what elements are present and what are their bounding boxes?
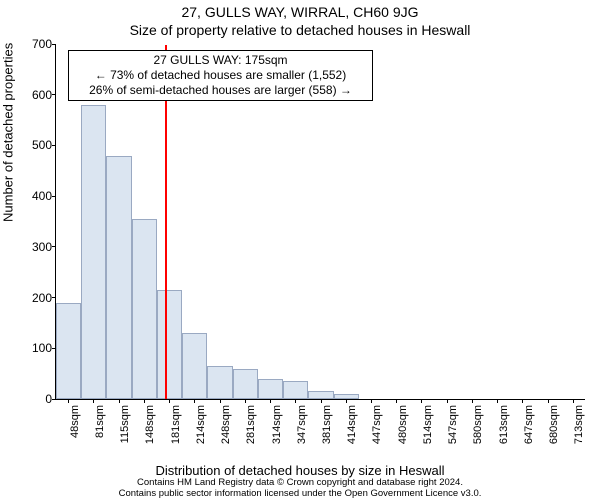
x-tick-mark bbox=[346, 399, 347, 403]
x-tick-label: 148sqm bbox=[144, 405, 156, 453]
x-tick-label: 580sqm bbox=[472, 405, 484, 453]
x-tick-mark bbox=[169, 399, 170, 403]
x-tick-label: 281sqm bbox=[245, 405, 257, 453]
y-tick-label: 200 bbox=[17, 291, 52, 305]
x-tick-mark bbox=[497, 399, 498, 403]
x-tick-mark bbox=[194, 399, 195, 403]
histogram-bar bbox=[258, 379, 283, 399]
x-tick-mark bbox=[68, 399, 69, 403]
x-tick-label: 647sqm bbox=[523, 405, 535, 453]
footer-line-1: Contains HM Land Registry data © Crown c… bbox=[0, 478, 600, 488]
x-tick-mark bbox=[522, 399, 523, 403]
y-tick-label: 0 bbox=[17, 392, 52, 406]
chart-container: { "titles": { "line1": "27, GULLS WAY, W… bbox=[0, 0, 600, 500]
x-tick-mark bbox=[321, 399, 322, 403]
footer-line-2: Contains public sector information licen… bbox=[0, 489, 600, 499]
y-tick-label: 600 bbox=[17, 88, 52, 102]
x-tick-mark bbox=[421, 399, 422, 403]
x-tick-label: 115sqm bbox=[119, 405, 131, 453]
histogram-bar bbox=[182, 333, 207, 399]
annotation-line: 26% of semi-detached houses are larger (… bbox=[73, 83, 368, 98]
histogram-bar bbox=[157, 290, 182, 399]
annotation-box: 27 GULLS WAY: 175sqm← 73% of detached ho… bbox=[68, 50, 373, 101]
y-tick-mark bbox=[52, 44, 56, 45]
y-tick-label: 300 bbox=[17, 240, 52, 254]
x-tick-label: 181sqm bbox=[170, 405, 182, 453]
histogram-bar bbox=[106, 156, 131, 399]
x-tick-label: 613sqm bbox=[498, 405, 510, 453]
x-tick-label: 248sqm bbox=[220, 405, 232, 453]
x-tick-label: 414sqm bbox=[346, 405, 358, 453]
y-tick-mark bbox=[52, 196, 56, 197]
chart-title-line1: 27, GULLS WAY, WIRRAL, CH60 9JG bbox=[0, 4, 600, 20]
x-tick-label: 381sqm bbox=[321, 405, 333, 453]
x-tick-label: 447sqm bbox=[371, 405, 383, 453]
x-tick-mark bbox=[93, 399, 94, 403]
plot-area: 010020030040050060070048sqm81sqm115sqm14… bbox=[55, 45, 585, 400]
histogram-bar bbox=[81, 105, 106, 399]
histogram-bar bbox=[283, 381, 308, 399]
x-tick-label: 480sqm bbox=[397, 405, 409, 453]
x-tick-label: 48sqm bbox=[69, 405, 81, 453]
chart-subtitle: Size of property relative to detached ho… bbox=[0, 22, 600, 38]
chart-footer: Contains HM Land Registry data © Crown c… bbox=[0, 478, 600, 499]
y-tick-mark bbox=[52, 246, 56, 247]
y-tick-label: 500 bbox=[17, 138, 52, 152]
x-tick-mark bbox=[371, 399, 372, 403]
x-axis-label: Distribution of detached houses by size … bbox=[0, 463, 600, 478]
x-tick-mark bbox=[220, 399, 221, 403]
x-tick-label: 347sqm bbox=[296, 405, 308, 453]
x-tick-mark bbox=[447, 399, 448, 403]
annotation-line: ← 73% of detached houses are smaller (1,… bbox=[73, 68, 368, 83]
x-tick-label: 680sqm bbox=[548, 405, 560, 453]
x-tick-mark bbox=[144, 399, 145, 403]
x-tick-mark bbox=[396, 399, 397, 403]
y-tick-label: 100 bbox=[17, 341, 52, 355]
histogram-bar bbox=[56, 303, 81, 399]
x-tick-label: 713sqm bbox=[573, 405, 585, 453]
x-tick-label: 214sqm bbox=[195, 405, 207, 453]
x-tick-label: 514sqm bbox=[422, 405, 434, 453]
x-tick-mark bbox=[295, 399, 296, 403]
histogram-bar bbox=[132, 219, 157, 399]
y-tick-mark bbox=[52, 145, 56, 146]
x-tick-mark bbox=[245, 399, 246, 403]
x-tick-mark bbox=[548, 399, 549, 403]
x-tick-mark bbox=[472, 399, 473, 403]
x-tick-label: 314sqm bbox=[271, 405, 283, 453]
x-tick-label: 81sqm bbox=[94, 405, 106, 453]
histogram-bar bbox=[233, 369, 258, 399]
histogram-bar bbox=[207, 366, 232, 399]
x-tick-mark bbox=[573, 399, 574, 403]
x-tick-label: 547sqm bbox=[447, 405, 459, 453]
y-tick-label: 400 bbox=[17, 189, 52, 203]
histogram-bar bbox=[308, 391, 333, 399]
y-tick-label: 700 bbox=[17, 37, 52, 51]
y-axis-label: Number of detached properties bbox=[1, 43, 16, 222]
annotation-line: 27 GULLS WAY: 175sqm bbox=[73, 53, 368, 68]
y-tick-mark bbox=[52, 297, 56, 298]
y-tick-mark bbox=[52, 94, 56, 95]
x-tick-mark bbox=[119, 399, 120, 403]
x-tick-mark bbox=[270, 399, 271, 403]
